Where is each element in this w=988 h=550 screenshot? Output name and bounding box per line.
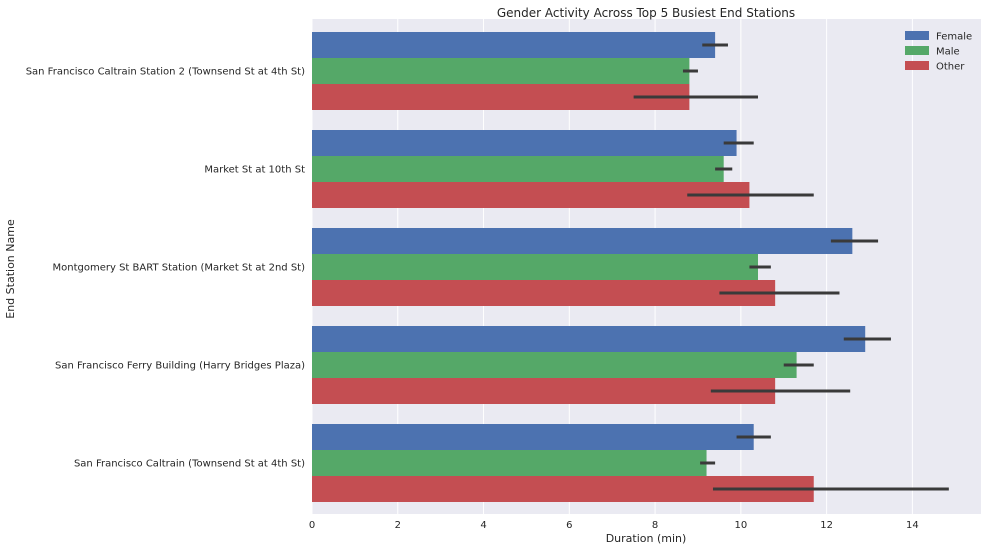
bar-female xyxy=(312,228,853,254)
bars xyxy=(312,32,866,502)
x-tick-label: 14 xyxy=(906,520,919,531)
legend-swatch-female xyxy=(905,31,929,40)
category-label: San Francisco Caltrain Station 2 (Townse… xyxy=(26,67,305,78)
legend-swatch-male xyxy=(905,46,929,55)
category-label: Market St at 10th St xyxy=(204,165,305,176)
bar-other xyxy=(312,378,776,404)
bar-male xyxy=(312,254,758,280)
bar-other xyxy=(312,280,776,306)
bar-male xyxy=(312,156,724,182)
category-label: San Francisco Caltrain (Townsend St at 4… xyxy=(74,459,305,470)
x-tick-label: 6 xyxy=(566,520,572,531)
category-label: San Francisco Ferry Building (Harry Brid… xyxy=(55,361,305,372)
bar-male xyxy=(312,352,797,378)
bar-other xyxy=(312,182,750,208)
x-tick-label: 2 xyxy=(395,520,401,531)
error-bars xyxy=(633,43,949,491)
y-axis-categories: San Francisco Caltrain Station 2 (Townse… xyxy=(26,67,305,470)
x-tick-label: 0 xyxy=(309,520,315,531)
bar-female xyxy=(312,130,737,156)
bar-female xyxy=(312,424,754,450)
legend: Female Male Other xyxy=(905,31,972,73)
chart-title: Gender Activity Across Top 5 Busiest End… xyxy=(497,6,795,20)
legend-label-other: Other xyxy=(936,62,965,73)
bar-other xyxy=(312,84,690,110)
y-axis-label: End Station Name xyxy=(4,219,17,319)
x-tick-label: 10 xyxy=(734,520,747,531)
bar-female xyxy=(312,326,866,352)
x-tick-label: 12 xyxy=(820,520,833,531)
bar-male xyxy=(312,58,690,84)
bar-male xyxy=(312,450,707,476)
legend-swatch-other xyxy=(905,61,929,70)
legend-label-male: Male xyxy=(936,47,960,58)
bar-female xyxy=(312,32,716,58)
x-axis-ticks: 0 2 4 6 8 10 12 14 xyxy=(309,520,919,531)
x-axis-label: Duration (min) xyxy=(606,532,687,545)
legend-label-female: Female xyxy=(936,32,972,43)
x-tick-label: 4 xyxy=(480,520,486,531)
category-label: Montgomery St BART Station (Market St at… xyxy=(53,263,306,274)
x-tick-label: 8 xyxy=(652,520,658,531)
